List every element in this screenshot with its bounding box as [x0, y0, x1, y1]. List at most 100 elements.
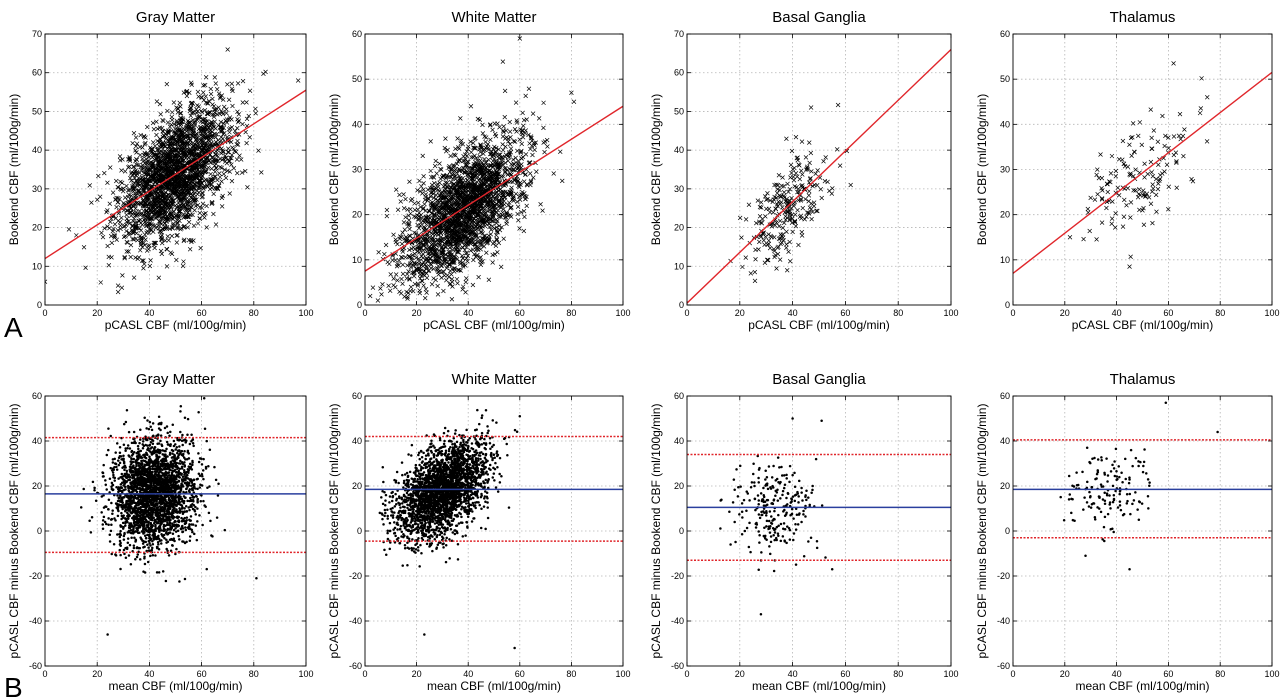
- data-point: [384, 213, 390, 219]
- data-point: [201, 186, 206, 191]
- data-point: [138, 228, 144, 233]
- data-point: [523, 93, 528, 99]
- x-axis-label: pCASL CBF (ml/100g/min): [423, 318, 565, 332]
- data-point: [128, 213, 134, 219]
- data-point: [397, 192, 402, 198]
- data-point: [208, 128, 213, 133]
- data-point: [138, 152, 143, 158]
- data-point: [120, 157, 125, 162]
- data-point: [391, 276, 396, 281]
- data-point: [187, 106, 193, 112]
- data-point: [211, 211, 216, 217]
- data-point: [145, 215, 151, 221]
- data-point: [479, 145, 484, 151]
- data-point: [261, 71, 266, 76]
- data-point: [113, 178, 119, 184]
- data-point: [217, 171, 222, 176]
- data-point: [124, 228, 129, 234]
- data-point: [141, 258, 146, 263]
- data-point: [488, 137, 493, 142]
- x-axis-label: pCASL CBF (ml/100g/min): [105, 318, 247, 332]
- data-point: [194, 152, 199, 158]
- data-point: [243, 129, 248, 135]
- data-point: [222, 130, 227, 136]
- data-point: [156, 154, 161, 159]
- data-point: [177, 208, 182, 214]
- data-point: [165, 108, 170, 114]
- data-point: [239, 170, 245, 175]
- data-point: [142, 188, 147, 193]
- data-point: [203, 94, 209, 99]
- data-point: [408, 265, 414, 270]
- data-point: [478, 149, 483, 155]
- data-point: [177, 218, 182, 224]
- data-point: [119, 168, 124, 173]
- data-point: [147, 221, 152, 227]
- y-tick-label: 0: [37, 300, 42, 310]
- data-point: [153, 225, 159, 231]
- x-tick-label: 0: [362, 308, 367, 318]
- data-point: [184, 93, 190, 99]
- data-point: [208, 160, 213, 166]
- data-point: [487, 123, 493, 128]
- data-point: [181, 184, 186, 189]
- data-point: [102, 170, 107, 176]
- data-point: [166, 130, 171, 135]
- data-point: [199, 95, 204, 100]
- data-point: [178, 111, 183, 116]
- data-point: [137, 144, 143, 150]
- data-point: [522, 214, 527, 220]
- data-point: [190, 157, 195, 162]
- data-point: [194, 131, 199, 137]
- data-point: [195, 167, 201, 173]
- data-point: [196, 94, 201, 99]
- data-point: [164, 81, 170, 87]
- data-point: [126, 230, 132, 236]
- data-point: [178, 226, 183, 232]
- data-point: [170, 225, 175, 230]
- x-tick-label: 80: [893, 308, 903, 318]
- data-point: [66, 227, 72, 232]
- data-point: [175, 110, 181, 115]
- data-point: [435, 181, 440, 187]
- data-point: [488, 122, 493, 127]
- data-point: [189, 205, 194, 210]
- data-point: [131, 164, 136, 170]
- data-point: [210, 96, 215, 102]
- data-point: [235, 81, 241, 86]
- data-point: [172, 129, 177, 135]
- data-point: [225, 168, 230, 174]
- data-point: [442, 145, 448, 151]
- data-point: [185, 175, 190, 181]
- data-point: [406, 290, 411, 296]
- data-point: [521, 117, 527, 123]
- data-point: [189, 195, 195, 201]
- data-point: [387, 288, 393, 293]
- data-point: [148, 258, 153, 263]
- data-point: [422, 201, 427, 207]
- data-point: [158, 215, 164, 221]
- data-point: [421, 224, 427, 230]
- data-point: [194, 135, 199, 141]
- data-point: [168, 215, 174, 221]
- data-point: [105, 243, 110, 249]
- data-point: [527, 171, 533, 176]
- data-point: [159, 158, 164, 164]
- data-point: [236, 112, 242, 117]
- data-point: [171, 100, 177, 105]
- x-tick-label: 40: [463, 308, 473, 318]
- data-point: [538, 202, 543, 207]
- data-point: [222, 104, 227, 110]
- data-point: [129, 178, 134, 183]
- data-point: [142, 141, 147, 147]
- data-point: [138, 132, 143, 138]
- data-point: [211, 114, 217, 120]
- data-point: [459, 253, 465, 258]
- data-point: [484, 250, 489, 255]
- y-tick-label: 30: [352, 165, 362, 175]
- data-point: [218, 95, 223, 101]
- data-point: [244, 100, 249, 105]
- data-point: [449, 297, 455, 302]
- data-point: [219, 195, 225, 201]
